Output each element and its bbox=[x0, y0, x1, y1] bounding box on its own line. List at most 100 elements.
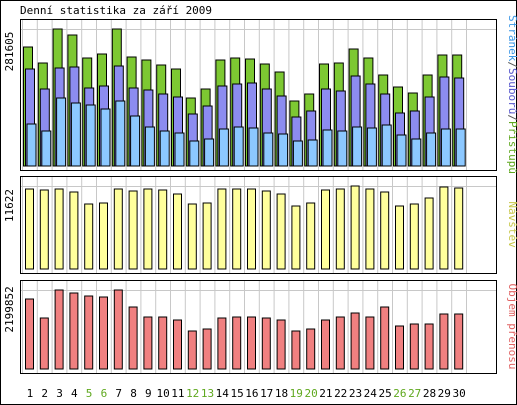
bar-objem-p-enosu-day-28 bbox=[424, 323, 434, 370]
x-tick-label-18: 18 bbox=[275, 387, 288, 400]
bar-objem-p-enosu-day-24 bbox=[365, 316, 375, 370]
bar-n-v-t-v-day-15 bbox=[232, 188, 242, 270]
bar-objem-p-enosu-day-15 bbox=[232, 316, 242, 370]
panel-3: 2199852 Objem přenosu bbox=[3, 280, 517, 374]
bar-str-nek-day-19 bbox=[292, 140, 303, 167]
bar-str-nek-day-17 bbox=[263, 132, 274, 167]
bar-objem-p-enosu-day-7 bbox=[113, 289, 123, 370]
bar-n-v-t-v-day-26 bbox=[395, 205, 404, 270]
bar-n-v-t-v-day-21 bbox=[321, 189, 330, 270]
x-tick-label-2: 2 bbox=[41, 387, 48, 400]
bar-objem-p-enosu-day-11 bbox=[173, 319, 182, 370]
bar-objem-p-enosu-day-30 bbox=[454, 313, 464, 370]
legend-navstev: Návštěv bbox=[506, 201, 517, 248]
bar-str-nek-day-27 bbox=[411, 138, 422, 167]
bar-str-nek-day-6 bbox=[100, 108, 111, 167]
x-tick-label-24: 24 bbox=[364, 387, 378, 400]
bar-objem-p-enosu-day-6 bbox=[99, 296, 108, 370]
bar-str-nek-day-7 bbox=[115, 100, 126, 167]
bar-str-nek-day-20 bbox=[307, 139, 318, 167]
bar-str-nek-day-5 bbox=[85, 104, 96, 167]
bar-objem-p-enosu-day-3 bbox=[54, 289, 64, 370]
bar-n-v-t-v-day-1 bbox=[25, 188, 34, 270]
x-tick-label-21: 21 bbox=[319, 387, 332, 400]
x-tick-label-15: 15 bbox=[230, 387, 243, 400]
bar-objem-p-enosu-day-13 bbox=[202, 328, 212, 370]
bar-n-v-t-v-day-7 bbox=[113, 188, 123, 270]
bar-objem-p-enosu-day-1 bbox=[25, 298, 34, 370]
bar-str-nek-day-2 bbox=[41, 130, 52, 167]
bar-str-nek-day-29 bbox=[440, 128, 451, 167]
x-tick-label-14: 14 bbox=[216, 387, 230, 400]
bar-n-v-t-v-day-13 bbox=[202, 202, 212, 270]
bar-str-nek-day-14 bbox=[218, 128, 229, 167]
bar-objem-p-enosu-day-21 bbox=[321, 319, 330, 370]
bar-n-v-t-v-day-12 bbox=[187, 203, 197, 270]
x-tick-label-22: 22 bbox=[334, 387, 347, 400]
bar-n-v-t-v-day-11 bbox=[173, 193, 182, 270]
bar-objem-p-enosu-day-26 bbox=[395, 325, 404, 370]
bar-objem-p-enosu-day-17 bbox=[261, 317, 271, 370]
bar-n-v-t-v-day-27 bbox=[409, 203, 419, 270]
x-tick-label-6: 6 bbox=[101, 387, 108, 400]
x-tick-label-28: 28 bbox=[423, 387, 436, 400]
chart-title: Denní statistika za září 2009 bbox=[20, 4, 212, 17]
x-tick-label-7: 7 bbox=[115, 387, 122, 400]
bar-objem-p-enosu-day-5 bbox=[84, 295, 94, 370]
bar-str-nek-day-24 bbox=[366, 127, 377, 167]
legend-stranek: Stránek bbox=[506, 15, 517, 62]
x-tick-label-8: 8 bbox=[130, 387, 137, 400]
bar-str-nek-day-9 bbox=[144, 126, 155, 167]
bar-n-v-t-v-day-18 bbox=[276, 193, 286, 270]
bar-str-nek-day-21 bbox=[322, 129, 333, 167]
legend-objem: Objem přenosu bbox=[506, 283, 517, 369]
x-tick-label-9: 9 bbox=[145, 387, 152, 400]
bar-objem-p-enosu-day-27 bbox=[409, 323, 419, 370]
bar-n-v-t-v-day-3 bbox=[54, 188, 64, 270]
bar-n-v-t-v-day-30 bbox=[454, 187, 464, 270]
bar-n-v-t-v-day-14 bbox=[217, 188, 227, 270]
bar-objem-p-enosu-day-4 bbox=[69, 292, 79, 370]
y-axis-max-label: 2199852 bbox=[3, 286, 16, 332]
bar-objem-p-enosu-day-20 bbox=[306, 328, 316, 370]
x-tick-label-29: 29 bbox=[438, 387, 451, 400]
legend-separator: / bbox=[506, 61, 517, 68]
panel-2: 11622 Návštěv bbox=[3, 176, 517, 274]
bar-n-v-t-v-day-10 bbox=[158, 189, 168, 270]
bar-n-v-t-v-day-22 bbox=[335, 188, 345, 270]
bar-n-v-t-v-day-6 bbox=[99, 202, 108, 270]
x-tick-label-16: 16 bbox=[245, 387, 258, 400]
bar-objem-p-enosu-day-8 bbox=[128, 306, 138, 370]
legend-separator: / bbox=[506, 114, 517, 121]
bar-n-v-t-v-day-23 bbox=[350, 185, 360, 270]
y-axis-max-label: 11622 bbox=[3, 189, 16, 222]
x-tick-label-23: 23 bbox=[349, 387, 362, 400]
x-tick-label-27: 27 bbox=[408, 387, 421, 400]
day-axis: 1 2 3 4 5 6 7 8 9 10 11 12 13 14 15 16 17 18 19 20 21 22 23 24 2… bbox=[27, 387, 466, 400]
bar-objem-p-enosu-day-29 bbox=[439, 313, 449, 370]
bar-str-nek-day-28 bbox=[426, 132, 437, 167]
bar-str-nek-day-25 bbox=[381, 124, 392, 167]
bar-objem-p-enosu-day-14 bbox=[217, 317, 227, 370]
bar-objem-p-enosu-day-19 bbox=[291, 330, 301, 370]
bar-str-nek-day-15 bbox=[233, 126, 244, 167]
bar-n-v-t-v-day-25 bbox=[380, 191, 390, 270]
legend-series: Stránek/Souborů/Přístupů bbox=[506, 15, 517, 174]
x-tick-label-20: 20 bbox=[304, 387, 317, 400]
bar-str-nek-day-12 bbox=[189, 140, 200, 167]
bar-str-nek-day-16 bbox=[248, 127, 259, 167]
x-tick-label-3: 3 bbox=[56, 387, 63, 400]
x-tick-label-10: 10 bbox=[156, 387, 169, 400]
bar-str-nek-day-8 bbox=[130, 115, 141, 167]
x-tick-label-1: 1 bbox=[27, 387, 34, 400]
bar-objem-p-enosu-day-23 bbox=[350, 312, 360, 370]
bar-str-nek-day-13 bbox=[204, 138, 215, 167]
bar-str-nek-day-30 bbox=[455, 128, 466, 167]
bar-objem-p-enosu-day-10 bbox=[158, 316, 168, 370]
x-tick-label-4: 4 bbox=[71, 387, 78, 400]
x-tick-label-5: 5 bbox=[86, 387, 93, 400]
